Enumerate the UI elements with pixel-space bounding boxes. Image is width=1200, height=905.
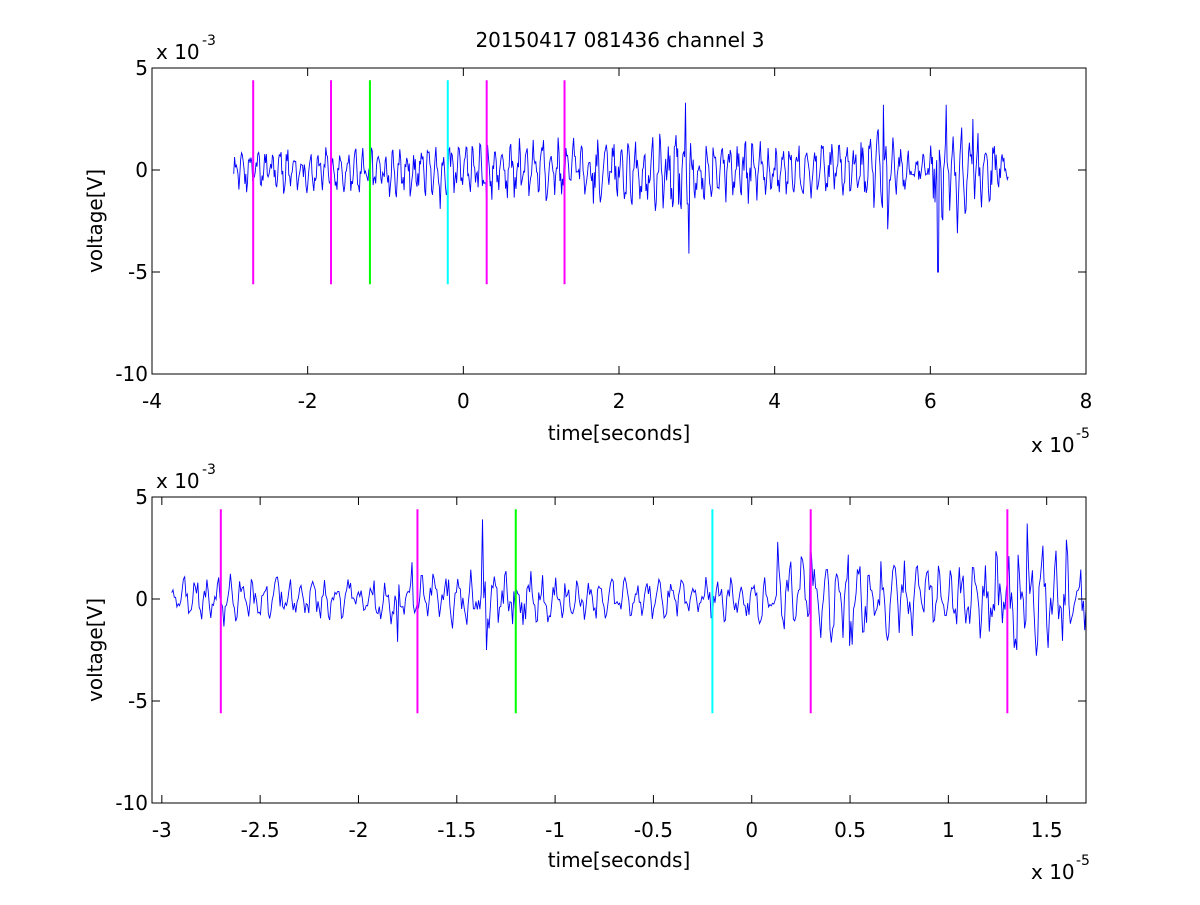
bottom-y-axis-label: voltage[V] <box>83 598 107 702</box>
top-x-tick-label: 8 <box>1080 389 1093 413</box>
top-y-axis-label: voltage[V] <box>83 169 107 273</box>
bottom-y-tick-label: -10 <box>115 791 148 815</box>
bottom-x-tick-label: 0.5 <box>834 818 866 842</box>
top-signal-line <box>233 102 1009 273</box>
top-x-exponent-power: -5 <box>1076 426 1090 442</box>
bottom-x-tick-label: -1 <box>545 818 565 842</box>
bottom-x-tick-label: 1 <box>942 818 955 842</box>
top-x-tick-label: -4 <box>142 389 162 413</box>
bottom-ticks: -3 -2.5 -2 -1.5 -1 -0.5 0 0.5 1 1.5 -10 -5 0 5 <box>115 485 1086 842</box>
top-x-tick-label: 2 <box>613 389 626 413</box>
bottom-x-tick-label: -2.5 <box>241 818 280 842</box>
bottom-x-exponent-base: x 10 <box>1031 860 1075 884</box>
top-y-exponent-power: -3 <box>202 33 216 49</box>
bottom-y-tick-label: 5 <box>135 485 148 509</box>
top-y-tick-label: 0 <box>135 158 148 182</box>
top-x-tick-label: -2 <box>298 389 318 413</box>
bottom-x-tick-label: -2 <box>348 818 368 842</box>
top-ticks: -4 -2 0 2 4 6 8 -10 -5 0 5 <box>115 56 1092 413</box>
bottom-x-tick-label: -1.5 <box>437 818 476 842</box>
top-x-tick-label: 4 <box>768 389 781 413</box>
bottom-x-tick-label: 1.5 <box>1031 818 1063 842</box>
bottom-panel: -3 -2.5 -2 -1.5 -1 -0.5 0 0.5 1 1.5 -10 -5 0 5 x 10 -… <box>83 462 1090 884</box>
top-x-exponent-base: x 10 <box>1031 433 1075 457</box>
top-panel: -4 -2 0 2 4 6 8 -10 -5 0 5 x 10 -3 x 10 -5 time[se… <box>83 33 1092 457</box>
bottom-y-exponent-base: x 10 <box>156 469 200 493</box>
top-y-tick-label: 5 <box>135 56 148 80</box>
top-y-tick-label: -5 <box>128 260 148 284</box>
bottom-y-exponent-power: -3 <box>202 462 216 478</box>
bottom-x-tick-label: -3 <box>152 818 172 842</box>
top-x-axis-label: time[seconds] <box>548 421 691 445</box>
bottom-x-axis-label: time[seconds] <box>548 848 691 872</box>
top-x-tick-label: 0 <box>457 389 470 413</box>
bottom-x-tick-label: 0 <box>745 818 758 842</box>
bottom-x-exponent-power: -5 <box>1076 853 1090 869</box>
top-y-exponent-base: x 10 <box>156 40 200 64</box>
bottom-x-tick-label: -0.5 <box>634 818 673 842</box>
bottom-signal-line <box>171 519 1087 656</box>
bottom-traces <box>171 509 1087 714</box>
figure-title: 20150417 081436 channel 3 <box>475 28 764 52</box>
top-traces <box>233 80 1009 285</box>
bottom-y-tick-label: 0 <box>135 587 148 611</box>
top-y-tick-label: -10 <box>115 362 148 386</box>
bottom-axes-box <box>151 496 1087 804</box>
top-x-tick-label: 6 <box>924 389 937 413</box>
bottom-y-tick-label: -5 <box>128 689 148 713</box>
